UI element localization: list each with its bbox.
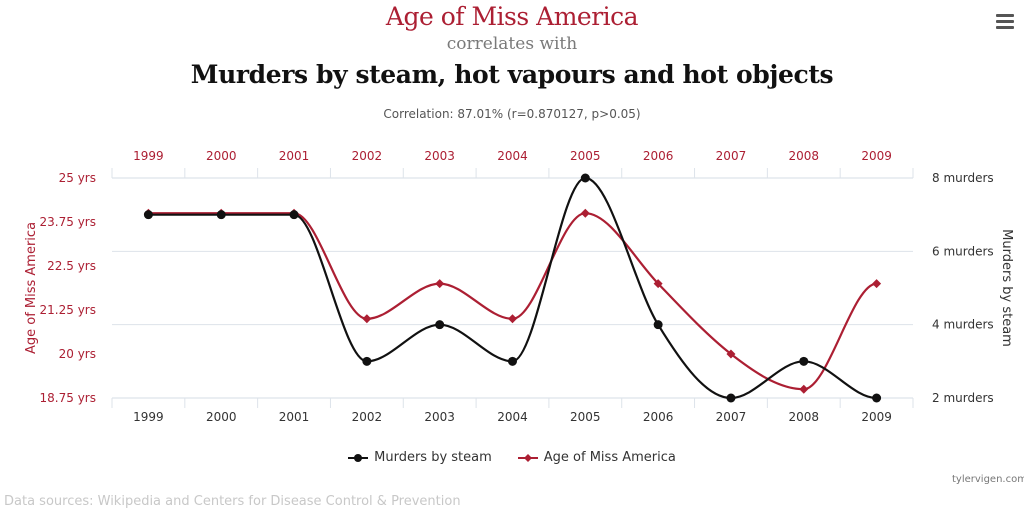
right-axis-tick-label: 4 murders bbox=[932, 318, 994, 332]
left-axis-tick-label: 25 yrs bbox=[59, 171, 96, 185]
legend-item-murders[interactable]: Murders by steam bbox=[348, 450, 492, 465]
data-sources: Data sources: Wikipedia and Centers for … bbox=[4, 494, 461, 509]
site-credit[interactable]: tylervigen.com bbox=[952, 474, 1024, 485]
chart-title-primary: Age of Miss America bbox=[385, 2, 639, 31]
legend-marker-diamond-icon bbox=[517, 453, 538, 462]
miss-america-data-point bbox=[726, 349, 736, 359]
bottom-x-tick-label: 2009 bbox=[861, 410, 892, 424]
murders-data-point bbox=[435, 320, 445, 330]
murders-data-point bbox=[872, 393, 882, 403]
miss-america-data-point bbox=[580, 208, 590, 218]
menu-bar bbox=[996, 20, 1014, 23]
murders-data-point bbox=[289, 210, 299, 220]
murders-data-point bbox=[580, 173, 590, 183]
murders-data-point bbox=[726, 393, 736, 403]
miss-america-data-point bbox=[508, 314, 517, 324]
top-x-tick-label: 2008 bbox=[788, 149, 819, 163]
bottom-x-tick-label: 2001 bbox=[279, 410, 310, 424]
murders-data-point bbox=[799, 356, 809, 366]
chart-title-secondary: Murders by steam, hot vapours and hot ob… bbox=[190, 60, 834, 89]
bottom-x-tick-label: 2002 bbox=[352, 410, 383, 424]
hamburger-menu-icon[interactable] bbox=[996, 14, 1014, 30]
left-axis-tick-label: 22.5 yrs bbox=[47, 259, 96, 273]
bottom-x-tick-label: 2000 bbox=[206, 410, 237, 424]
legend-item-miss-america[interactable]: Age of Miss America bbox=[517, 450, 676, 465]
top-x-tick-label: 2005 bbox=[570, 149, 601, 163]
legend-label: Age of Miss America bbox=[543, 450, 676, 465]
miss-america-data-point bbox=[435, 279, 445, 289]
menu-bar bbox=[996, 26, 1014, 29]
murders-data-point bbox=[143, 210, 153, 220]
top-x-tick-label: 2004 bbox=[497, 149, 528, 163]
miss-america-data-point bbox=[872, 279, 882, 289]
top-x-tick-label: 2002 bbox=[352, 149, 383, 163]
chart-title-connector: correlates with bbox=[446, 34, 578, 54]
axes: 8 murders 6 murders 4 murders 2 murders 25 y… bbox=[40, 149, 994, 424]
top-x-tick-label: 2007 bbox=[716, 149, 747, 163]
miss-america-data-point bbox=[362, 314, 372, 324]
bottom-x-tick-label: 2006 bbox=[643, 410, 674, 424]
bottom-x-tick-label: 2008 bbox=[788, 410, 819, 424]
bottom-x-tick-label: 2004 bbox=[497, 410, 528, 424]
top-x-tick-label: 2003 bbox=[424, 149, 455, 163]
murders-data-point bbox=[216, 210, 226, 220]
menu-bar bbox=[996, 14, 1014, 17]
series-layer bbox=[143, 173, 882, 403]
miss-america-data-point bbox=[653, 279, 663, 289]
left-axis-tick-label: 18.75 yrs bbox=[40, 391, 96, 405]
murders-data-point bbox=[653, 320, 663, 330]
miss-america-data-point bbox=[799, 384, 809, 394]
top-x-tick-label: 1999 bbox=[133, 149, 164, 163]
right-axis-tick-label: 8 murders bbox=[932, 171, 994, 185]
top-x-tick-label: 2009 bbox=[861, 149, 892, 163]
bottom-x-tick-label: 1999 bbox=[133, 410, 164, 424]
left-axis-tick-label: 21.25 yrs bbox=[40, 303, 96, 317]
murders-data-point bbox=[508, 356, 517, 366]
right-axis-tick-label: 2 murders bbox=[932, 391, 994, 405]
top-x-tick-label: 2001 bbox=[279, 149, 310, 163]
correlation-text: Correlation: 87.01% (r=0.870127, p>0.05) bbox=[383, 107, 641, 121]
grid-lines bbox=[112, 250, 913, 326]
top-x-tick-label: 2000 bbox=[206, 149, 237, 163]
right-axis-tick-label: 6 murders bbox=[932, 244, 994, 258]
legend-marker-circle-icon bbox=[348, 453, 369, 462]
left-axis-tick-label: 23.75 yrs bbox=[40, 215, 96, 229]
right-axis-title: Murders by steam bbox=[999, 229, 1014, 347]
legend-label: Murders by steam bbox=[374, 450, 492, 465]
bottom-x-tick-label: 2007 bbox=[716, 410, 747, 424]
top-x-tick-label: 2006 bbox=[643, 149, 674, 163]
legend: Murders by steam Age of Miss America bbox=[0, 450, 1024, 465]
murders-data-point bbox=[362, 356, 372, 366]
bottom-x-tick-label: 2003 bbox=[424, 410, 455, 424]
bottom-x-tick-label: 2005 bbox=[570, 410, 601, 424]
left-axis-title: Age of Miss America bbox=[24, 222, 39, 354]
left-axis-tick-label: 20 yrs bbox=[59, 347, 96, 361]
